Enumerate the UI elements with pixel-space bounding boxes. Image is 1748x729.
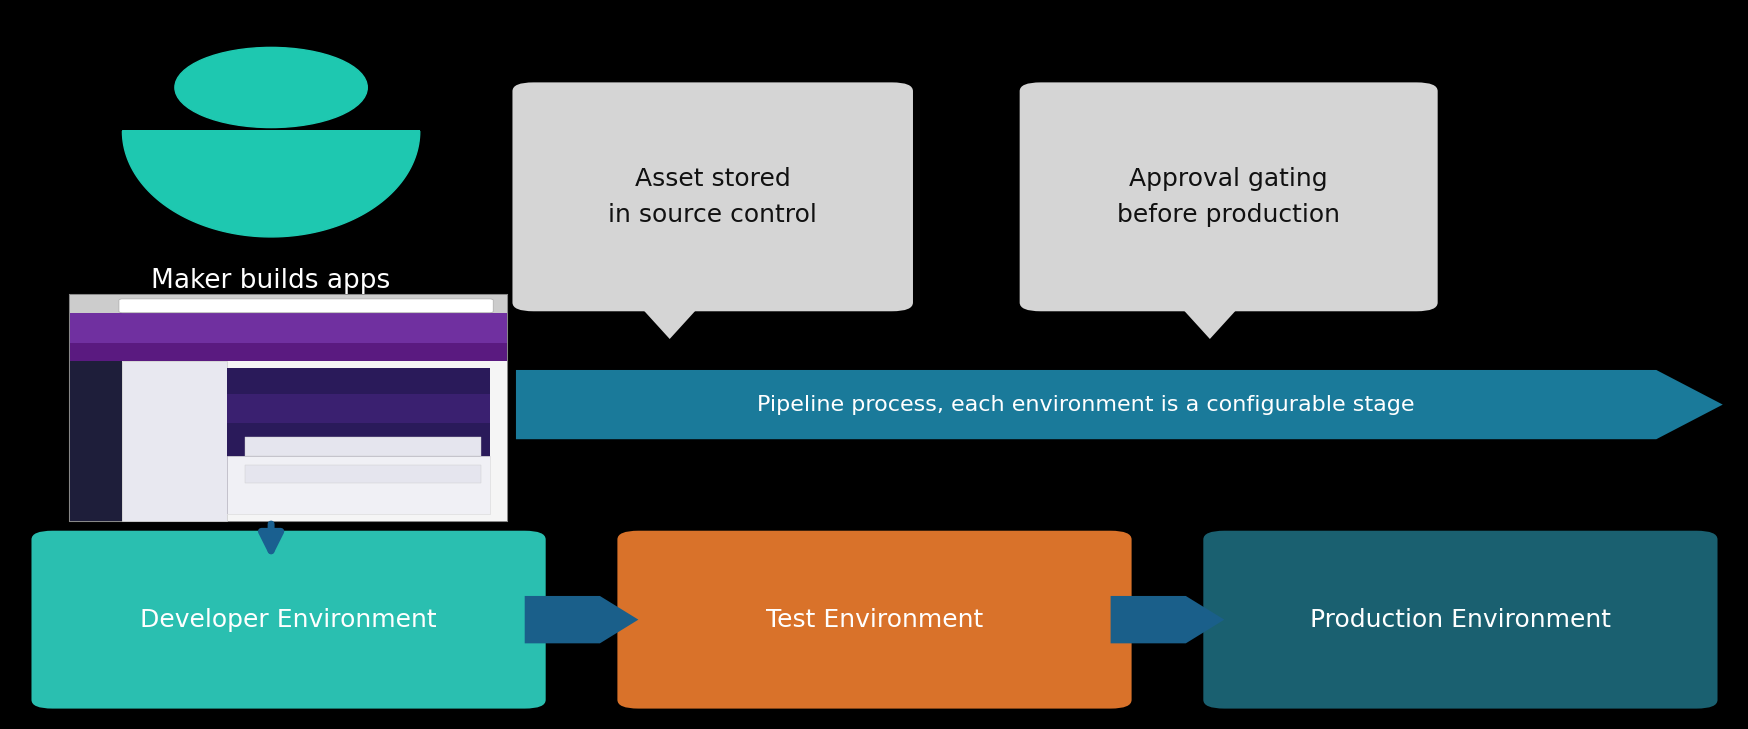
Polygon shape: [1171, 297, 1248, 339]
Text: Test Environment: Test Environment: [766, 608, 982, 631]
FancyBboxPatch shape: [245, 465, 481, 483]
FancyBboxPatch shape: [70, 295, 507, 313]
Text: Maker builds apps: Maker builds apps: [152, 268, 390, 294]
Polygon shape: [524, 596, 638, 644]
FancyBboxPatch shape: [1203, 531, 1717, 709]
FancyBboxPatch shape: [31, 531, 545, 709]
Text: Production Environment: Production Environment: [1309, 608, 1610, 631]
Text: Asset stored
in source control: Asset stored in source control: [608, 167, 816, 227]
FancyBboxPatch shape: [122, 361, 227, 521]
FancyBboxPatch shape: [1019, 82, 1437, 311]
FancyBboxPatch shape: [227, 368, 489, 514]
FancyBboxPatch shape: [70, 295, 507, 521]
FancyBboxPatch shape: [119, 299, 493, 313]
FancyBboxPatch shape: [245, 437, 481, 456]
FancyBboxPatch shape: [70, 343, 507, 361]
FancyBboxPatch shape: [227, 394, 489, 423]
Text: Approval gating
before production: Approval gating before production: [1117, 167, 1339, 227]
Polygon shape: [122, 131, 420, 237]
FancyBboxPatch shape: [70, 313, 507, 343]
Text: Developer Environment: Developer Environment: [140, 608, 437, 631]
FancyBboxPatch shape: [617, 531, 1131, 709]
Polygon shape: [1110, 596, 1224, 644]
FancyBboxPatch shape: [512, 82, 912, 311]
Circle shape: [175, 47, 367, 128]
FancyBboxPatch shape: [227, 456, 489, 514]
FancyBboxPatch shape: [70, 361, 122, 521]
FancyBboxPatch shape: [70, 361, 507, 521]
Polygon shape: [631, 297, 708, 339]
Polygon shape: [516, 370, 1722, 439]
Text: Pipeline process, each environment is a configurable stage: Pipeline process, each environment is a …: [757, 394, 1414, 415]
